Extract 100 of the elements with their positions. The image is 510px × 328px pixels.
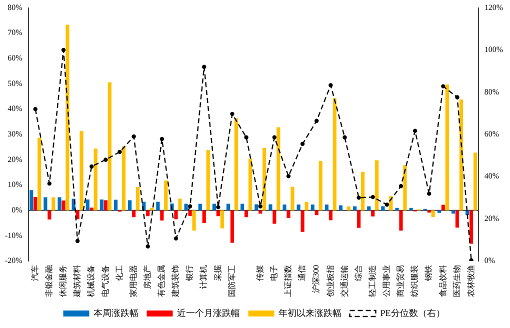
- x-tick-label: 商业贸易: [396, 265, 406, 297]
- bar: [357, 210, 361, 228]
- bar: [459, 99, 464, 210]
- bar: [94, 148, 98, 210]
- bar: [473, 152, 478, 210]
- bar: [198, 204, 202, 210]
- point: [384, 202, 390, 207]
- bar: [52, 197, 56, 210]
- bar: [150, 208, 154, 210]
- y2-tick-label: 80%: [484, 87, 500, 96]
- point: [202, 64, 206, 69]
- x-tick-label: 电子: [270, 265, 279, 281]
- bar: [272, 210, 276, 224]
- point: [90, 164, 94, 169]
- bar: [304, 202, 308, 210]
- bar: [409, 208, 413, 210]
- y-tick-label: 40%: [8, 104, 23, 114]
- point: [328, 83, 333, 88]
- x-tick-label: 农林牧渔: [466, 265, 476, 297]
- x-tick-label: 纺织服装: [410, 265, 420, 297]
- point: [118, 150, 122, 154]
- y-tick-label: 20%: [8, 154, 23, 164]
- bar: [178, 198, 182, 210]
- bar: [38, 138, 42, 210]
- bar: [48, 210, 52, 220]
- point: [216, 205, 220, 210]
- bar: [296, 204, 300, 210]
- bar: [30, 190, 34, 210]
- bar: [114, 200, 118, 210]
- bar: [310, 204, 314, 210]
- bar: [230, 210, 234, 243]
- bar: [164, 180, 168, 210]
- x-tick-label: 食品饮料: [438, 265, 448, 297]
- bar: [441, 204, 445, 210]
- bar: [192, 210, 196, 231]
- bar: [220, 210, 224, 228]
- point: [258, 204, 262, 208]
- point: [370, 194, 375, 200]
- bar: [371, 210, 375, 216]
- x-tick-label: 沪深300: [312, 265, 321, 293]
- bar: [367, 206, 371, 210]
- point: [132, 134, 136, 139]
- legend-label: PE分位数（右）: [380, 308, 445, 318]
- bar: [174, 210, 178, 220]
- y2-tick-label: 40%: [484, 172, 500, 181]
- point: [47, 181, 52, 186]
- bar: [324, 204, 328, 210]
- bar: [212, 204, 216, 210]
- bar: [160, 210, 164, 220]
- x-tick-label: 交通运输: [340, 265, 349, 297]
- x-tick-label: 机械设备: [86, 265, 96, 297]
- x-tick-label: 医药生物: [452, 265, 462, 297]
- bar: [100, 199, 104, 210]
- point: [75, 238, 80, 244]
- point: [469, 258, 474, 261]
- bar: [360, 172, 365, 210]
- x-tick-label: 建筑装饰: [171, 265, 180, 298]
- bar: [240, 204, 244, 210]
- bar: [328, 210, 332, 220]
- point: [300, 142, 305, 146]
- point: [455, 95, 460, 100]
- bar: [34, 196, 38, 210]
- x-tick-label: 有色金属: [157, 265, 166, 297]
- bar: [58, 197, 62, 210]
- bar: [346, 206, 351, 210]
- x-tick-label: 钢铁: [424, 265, 434, 282]
- bar: [262, 148, 266, 210]
- bar: [136, 187, 140, 210]
- bar: [282, 204, 286, 210]
- bar: [403, 165, 407, 210]
- x-tick-label: 国防军工: [227, 265, 236, 297]
- y-tick-label: 50%: [8, 78, 23, 88]
- bar: [290, 186, 294, 210]
- point: [427, 192, 432, 196]
- y-tick-label: 10%: [8, 180, 23, 190]
- point: [174, 236, 178, 241]
- x-tick-label: 家用电器: [128, 265, 138, 297]
- bar: [188, 210, 192, 216]
- bar: [226, 204, 230, 210]
- x-tick-label: 建筑材料: [72, 265, 82, 298]
- y-tick-label: 70%: [8, 28, 23, 38]
- bar: [286, 210, 290, 218]
- x-tick-label: 综合: [354, 265, 363, 281]
- bar: [244, 210, 248, 218]
- bar: [62, 200, 66, 210]
- point: [342, 135, 347, 140]
- x-tick-label: 非银金融: [44, 265, 54, 297]
- y-tick-label: -10%: [5, 230, 23, 240]
- bar: [44, 197, 48, 210]
- bar: [108, 82, 112, 210]
- bar: [395, 208, 399, 210]
- bar: [216, 210, 220, 216]
- point: [104, 158, 108, 162]
- bar: [445, 84, 449, 210]
- bar: [254, 204, 258, 210]
- bar: [455, 210, 460, 228]
- bar: [381, 206, 385, 210]
- bar: [86, 199, 90, 210]
- x-tick-label: 汽车: [30, 265, 40, 281]
- point: [230, 112, 234, 116]
